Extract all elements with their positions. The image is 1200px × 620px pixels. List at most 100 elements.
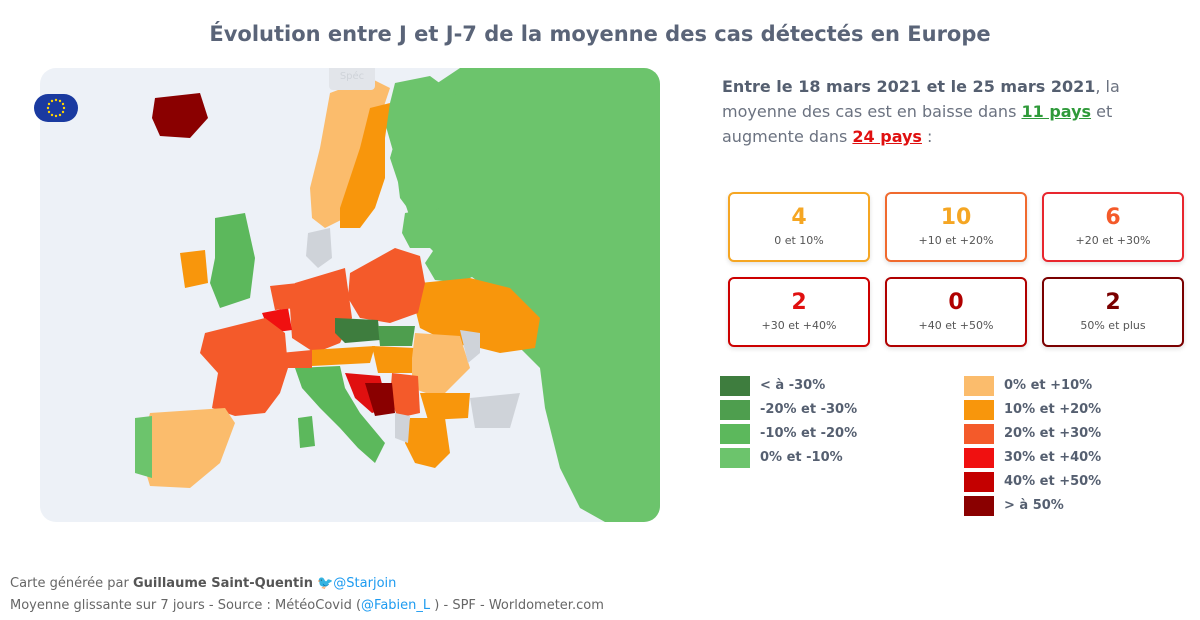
card-count: 0 [948, 290, 964, 315]
region-france [200, 318, 288, 416]
footer-source: Moyenne glissante sur 7 jours - Source :… [10, 598, 604, 613]
legend-item: -20% et -30% [720, 400, 920, 422]
down-count-link[interactable]: 11 pays [1021, 102, 1092, 121]
card-count: 10 [940, 205, 972, 230]
region-denmark [306, 228, 332, 268]
summary-text: Entre le 18 mars 2021 et le 25 mars 2021… [722, 74, 1182, 149]
region-sardinia [298, 416, 315, 448]
region-bosnia [365, 383, 395, 416]
card-range: +10 et +20% [918, 234, 994, 247]
footer-author: Guillaume Saint-Quentin [133, 576, 313, 591]
region-greece [405, 418, 450, 468]
footer-prefix: Carte générée par [10, 576, 133, 591]
summary-text3: : [921, 127, 933, 146]
legend-item: > à 50% [964, 496, 1164, 518]
legend-swatch [720, 424, 750, 444]
legend-label: 30% et +40% [1004, 450, 1102, 465]
europe-map[interactable] [40, 68, 660, 522]
legend-item: 0% et +10% [964, 376, 1164, 398]
legend-label: 0% et +10% [1004, 378, 1093, 393]
legend-item: 40% et +50% [964, 472, 1164, 494]
legend-swatch [964, 424, 994, 444]
card-count: 4 [791, 205, 807, 230]
legend-item: 0% et -10% [720, 448, 920, 470]
region-russia [390, 68, 660, 522]
legend-label: 10% et +20% [1004, 402, 1102, 417]
up-count-link[interactable]: 24 pays [852, 127, 922, 146]
card-range: +20 et +30% [1075, 234, 1151, 247]
legend-swatch [720, 448, 750, 468]
twitter-handle-link[interactable]: @Starjoin [333, 576, 397, 591]
region-czechia [335, 318, 380, 343]
card-range: 50% et plus [1080, 319, 1146, 332]
footer-source-suffix: ) - SPF - Worldometer.com [430, 598, 604, 613]
card-20-30: 6 +20 et +30% [1042, 192, 1184, 262]
card-count: 6 [1105, 205, 1121, 230]
card-count: 2 [1105, 290, 1121, 315]
legend-item: 10% et +20% [964, 400, 1164, 422]
legend-swatch [720, 400, 750, 420]
card-count: 2 [791, 290, 807, 315]
region-baltics [402, 208, 445, 248]
region-romania [412, 333, 470, 398]
region-portugal [135, 416, 152, 478]
region-italy [295, 366, 385, 463]
legend-swatch [964, 496, 994, 516]
legend-swatch [964, 472, 994, 492]
card-30-40: 2 +30 et +40% [728, 277, 870, 347]
region-uk [210, 213, 255, 308]
region-belarus [425, 243, 480, 283]
twitter-icon[interactable]: 🐦 [317, 576, 334, 591]
region-spain [140, 408, 235, 488]
region-switzerland [280, 350, 312, 368]
legend-label: 20% et +30% [1004, 426, 1102, 441]
region-turkey [470, 393, 520, 428]
legend-item: -10% et -20% [720, 424, 920, 446]
legend-item: 20% et +30% [964, 424, 1164, 446]
card-range: +40 et +50% [918, 319, 994, 332]
region-iceland [152, 93, 208, 138]
legend-swatch [964, 400, 994, 420]
legend-label: -20% et -30% [760, 402, 858, 417]
legend-label: < à -30% [760, 378, 826, 393]
eu-stars-icon [46, 98, 66, 118]
map-tab-label[interactable]: Spéc [329, 68, 375, 90]
page-title: Évolution entre J et J-7 de la moyenne d… [209, 22, 991, 46]
legend-swatch [720, 376, 750, 396]
card-40-50: 0 +40 et +50% [885, 277, 1027, 347]
map-panel[interactable]: Spéc [40, 68, 660, 522]
card-range: +30 et +40% [761, 319, 837, 332]
summary-text1: , la moyenne des cas est en baisse dans [722, 77, 1120, 121]
eu-flag-icon[interactable] [34, 94, 78, 122]
region-poland [348, 248, 425, 323]
legend-swatch [964, 448, 994, 468]
legend-label: > à 50% [1004, 498, 1064, 513]
card-0-10: 4 0 et 10% [728, 192, 870, 262]
legend-label: -10% et -20% [760, 426, 858, 441]
summary-intro: Entre le 18 mars 2021 et le 25 mars 2021 [722, 77, 1096, 96]
card-range: 0 et 10% [774, 234, 824, 247]
region-moldova [460, 330, 480, 363]
region-slovakia [378, 326, 415, 346]
source-handle-link[interactable]: @Fabien_L [361, 598, 431, 613]
legend-swatch [964, 376, 994, 396]
region-ireland [180, 250, 208, 288]
region-serbia [390, 373, 420, 418]
legend-label: 40% et +50% [1004, 474, 1102, 489]
legend-label: 0% et -10% [760, 450, 843, 465]
legend-item: 30% et +40% [964, 448, 1164, 470]
region-bulgaria [420, 393, 470, 420]
footer-credit: Carte générée par Guillaume Saint-Quenti… [10, 576, 396, 591]
footer-source-prefix: Moyenne glissante sur 7 jours - Source :… [10, 598, 362, 613]
legend-item: < à -30% [720, 376, 920, 398]
region-sweden [340, 103, 390, 228]
region-finland [385, 76, 470, 218]
card-10-20: 10 +10 et +20% [885, 192, 1027, 262]
region-ukraine [415, 278, 540, 353]
region-austria [310, 346, 375, 366]
card-50-plus: 2 50% et plus [1042, 277, 1184, 347]
region-albania [395, 413, 410, 443]
summary-text2: et augmente dans [722, 102, 1113, 146]
region-netherlands [270, 283, 298, 310]
region-hungary [372, 346, 415, 373]
